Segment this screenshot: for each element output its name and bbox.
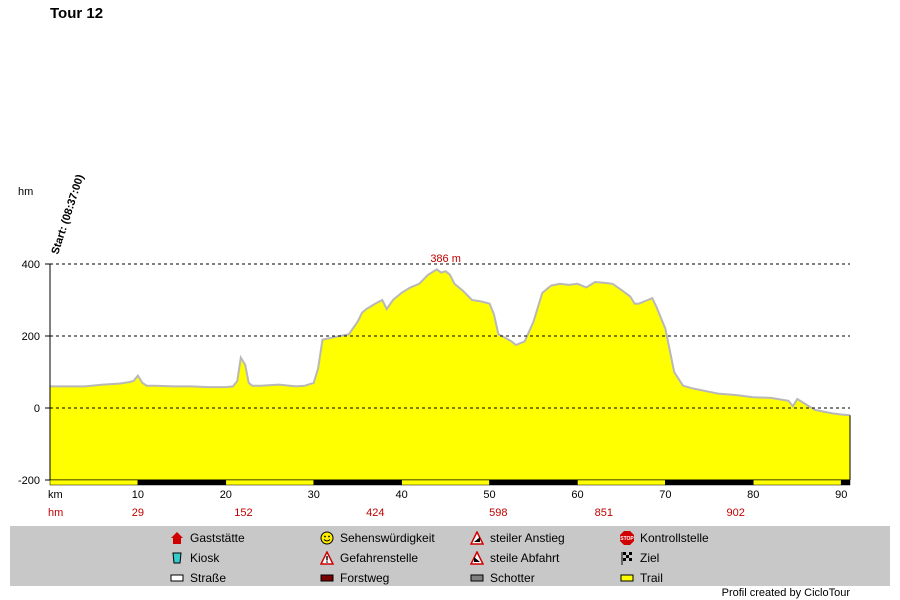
legend-item: Gefahrenstelle: [320, 550, 418, 566]
hm-value-label: 152: [234, 507, 252, 519]
elevation-fill: [50, 269, 850, 480]
x-tick-label: 60: [571, 489, 583, 501]
legend-item: Schotter: [470, 570, 535, 586]
surface-bar-segment: [577, 479, 666, 486]
start-label: Start: (08:37:00): [49, 173, 86, 256]
legend-label: steiler Anstieg: [490, 531, 565, 545]
hm-value-label: 424: [366, 507, 384, 519]
hm-value-label: 598: [489, 507, 507, 519]
x-tick-label: 30: [308, 489, 320, 501]
x-tick-label: 40: [396, 489, 408, 501]
surface-bar-segment: [840, 479, 851, 486]
elevation-line: [50, 268, 851, 417]
hm-value-label: 902: [727, 507, 745, 519]
x-tick-label: 20: [220, 489, 232, 501]
legend-item: Ziel: [620, 550, 659, 566]
surface-bar-segment: [489, 479, 578, 486]
gravel-swatch-icon: [470, 571, 484, 585]
legend: Gaststätte Sehenswürdigkeit steiler Anstie…: [10, 526, 890, 586]
legend-label: Kontrollstelle: [640, 531, 709, 545]
legend-label: Kiosk: [190, 551, 220, 565]
legend-label: Straße: [190, 571, 227, 585]
surface-bar-segment: [49, 479, 139, 486]
y-tick-label: 400: [22, 259, 40, 271]
y-axis-label: hm: [18, 186, 33, 198]
elevation-chart: 400 200 0 -200 10 20 30 40 50 60 70 80 90 km hm hm 29 152…: [18, 173, 851, 519]
legend-item: Gaststätte: [170, 530, 245, 546]
legend-item: steiler Anstieg: [470, 530, 565, 546]
legend-item: Forstweg: [320, 570, 389, 586]
surface-bar-segment: [313, 479, 402, 486]
surface-bar-segment: [401, 479, 490, 486]
warning-icon: [320, 551, 334, 565]
x-tick-label: 80: [747, 489, 759, 501]
legend-label: Gefahrenstelle: [340, 551, 419, 565]
elevation-area: [50, 268, 851, 480]
legend-item: Trail: [620, 570, 663, 586]
legend-item: STOP Kontrollstelle: [620, 530, 709, 546]
surface-bar-segment: [225, 479, 314, 486]
svg-text:STOP: STOP: [620, 536, 634, 542]
hm-value-label: 29: [132, 507, 144, 519]
chart-title: Tour 12: [50, 5, 104, 22]
surface-bar-segment: [753, 479, 842, 486]
hm-value-label: 851: [595, 507, 613, 519]
x-axis-label: km: [48, 489, 63, 501]
x-tick-label: 50: [483, 489, 495, 501]
y-tick-label: 0: [34, 403, 40, 415]
legend-label: steile Abfahrt: [490, 551, 560, 565]
legend-item: Straße: [170, 570, 226, 586]
y-tick-label: 200: [22, 331, 40, 343]
hm-row-label: hm: [48, 507, 63, 519]
legend-item: steile Abfahrt: [470, 550, 559, 566]
kiosk-icon: [170, 551, 184, 565]
max-elevation-label: 386 m: [430, 253, 461, 265]
x-tick-label: 90: [835, 489, 847, 501]
x-tick-label: 10: [132, 489, 144, 501]
house-icon: [170, 531, 184, 545]
y-tick-label: -200: [18, 475, 40, 487]
legend-label: Schotter: [490, 571, 535, 585]
smiley-icon: [320, 531, 334, 545]
x-tick-label: 70: [659, 489, 671, 501]
legend-item: Kiosk: [170, 550, 219, 566]
axes: [45, 263, 851, 486]
legend-label: Sehenswürdigkeit: [340, 531, 435, 545]
finish-flag-icon: [620, 551, 634, 565]
steep-climb-icon: [470, 531, 484, 545]
legend-label: Forstweg: [340, 571, 390, 585]
legend-label: Trail: [640, 571, 663, 585]
trail-swatch-icon: [620, 571, 634, 585]
legend-label: Gaststätte: [190, 531, 245, 545]
surface-bar-segment: [665, 479, 754, 486]
credit-text: Profil created by CicloTour: [721, 587, 850, 599]
road-swatch-icon: [170, 571, 184, 585]
legend-label: Ziel: [640, 551, 660, 565]
stop-sign-icon: STOP: [620, 531, 634, 545]
steep-descent-icon: [470, 551, 484, 565]
legend-item: Sehenswürdigkeit: [320, 530, 435, 546]
surface-bar-segment: [137, 479, 227, 486]
forest-road-swatch-icon: [320, 571, 334, 585]
